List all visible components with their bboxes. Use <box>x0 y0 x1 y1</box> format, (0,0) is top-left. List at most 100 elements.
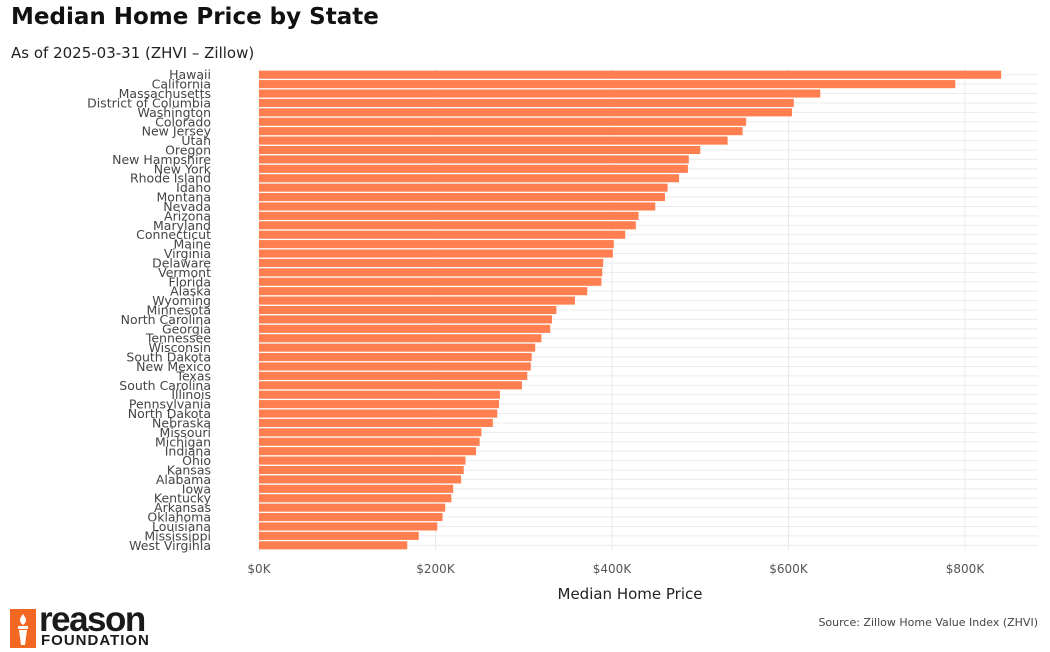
bar <box>259 456 466 465</box>
bar <box>259 400 500 409</box>
category-label: Arkansas <box>154 500 211 515</box>
category-label: Montana <box>157 190 212 205</box>
bar <box>259 531 419 540</box>
bar <box>259 324 551 333</box>
bar <box>259 381 522 390</box>
bar <box>259 513 443 522</box>
category-label: Pennsylvania <box>129 397 211 412</box>
category-label: Maryland <box>153 218 211 233</box>
bar <box>259 70 1002 79</box>
bar <box>259 155 689 164</box>
x-tick-label: $600K <box>769 562 809 576</box>
bar <box>259 193 665 202</box>
category-label: Maine <box>173 237 211 252</box>
bar <box>259 296 575 305</box>
category-label: Virginia <box>164 246 211 261</box>
bar <box>259 277 602 286</box>
torch-icon <box>10 609 36 648</box>
category-label: Vermont <box>158 265 211 280</box>
bar <box>259 108 793 117</box>
bar <box>259 447 477 456</box>
category-label: Massachusetts <box>119 86 211 101</box>
logo-subtitle: FOUNDATION <box>41 632 150 649</box>
bar <box>259 211 639 220</box>
bar <box>259 362 531 371</box>
category-label: Tennessee <box>145 331 211 346</box>
category-label: District of Columbia <box>87 95 211 110</box>
category-label: South Dakota <box>126 350 211 365</box>
bar <box>259 305 557 315</box>
bar <box>259 437 480 446</box>
bar <box>259 164 688 173</box>
category-label: Oklahoma <box>147 510 211 525</box>
category-label: Ohio <box>182 453 211 468</box>
category-label: Georgia <box>162 321 211 336</box>
category-label: Missouri <box>160 425 211 440</box>
category-label: New Hampshire <box>112 152 211 167</box>
category-label: Arizona <box>164 208 211 223</box>
category-label: Idaho <box>176 180 211 195</box>
bar <box>259 494 452 503</box>
category-label: Delaware <box>152 255 211 270</box>
category-label: Florida <box>168 274 211 289</box>
category-label: Oregon <box>165 143 211 158</box>
bar <box>259 522 438 531</box>
category-label: West Virginia <box>129 538 211 553</box>
bar <box>259 353 532 362</box>
category-label: North Carolina <box>121 312 211 327</box>
bar <box>259 475 462 484</box>
category-label: Texas <box>175 368 211 383</box>
bar <box>259 465 464 475</box>
category-label: Nebraska <box>152 415 211 430</box>
bar <box>259 136 728 145</box>
bar <box>259 418 493 427</box>
category-label: Wyoming <box>152 293 211 308</box>
chart-subtitle: As of 2025-03-31 (ZHVI – Zillow) <box>11 44 255 62</box>
category-label: New York <box>154 161 212 176</box>
category-label: New Jersey <box>142 124 212 139</box>
category-label: Minnesota <box>146 303 211 318</box>
category-label: Illinois <box>171 387 211 402</box>
category-label: Alaska <box>170 284 211 299</box>
bar <box>259 409 498 418</box>
category-label: Washington <box>138 105 211 120</box>
category-label: Hawaii <box>169 67 211 82</box>
x-tick-label: $200K <box>416 562 456 576</box>
bars <box>259 70 1002 550</box>
bar <box>259 390 500 399</box>
bar <box>259 89 821 98</box>
chart-title: Median Home Price by State <box>11 4 379 30</box>
bar <box>259 428 482 437</box>
category-label: Utah <box>181 133 211 148</box>
bar <box>259 287 588 296</box>
bar <box>259 80 956 89</box>
category-label: Mississippi <box>144 528 211 543</box>
bar <box>259 221 636 230</box>
bar <box>259 183 668 192</box>
category-label: Connecticut <box>136 227 211 242</box>
bar <box>259 249 613 258</box>
category-label: Wisconsin <box>149 340 211 355</box>
category-label: New Mexico <box>136 359 211 374</box>
bar <box>259 268 603 277</box>
category-label: Alabama <box>156 472 211 487</box>
x-tick-labels: $0K $200K $400K $600K $800K <box>247 562 985 576</box>
bar <box>259 258 604 267</box>
bar <box>259 240 614 249</box>
category-label: South Carolina <box>119 378 211 393</box>
bar <box>259 145 701 155</box>
category-label: Nevada <box>163 199 211 214</box>
bar <box>259 541 408 550</box>
x-axis-title: Median Home Price <box>558 585 703 603</box>
category-label: Colorado <box>155 114 211 129</box>
bar <box>259 202 656 211</box>
bar <box>259 127 743 136</box>
bar <box>259 174 680 183</box>
bar <box>259 230 626 239</box>
bar <box>259 315 552 324</box>
category-label: Kansas <box>167 463 211 478</box>
source-note: Source: Zillow Home Value Index (ZHVI) <box>818 616 1038 629</box>
bar <box>259 371 528 380</box>
